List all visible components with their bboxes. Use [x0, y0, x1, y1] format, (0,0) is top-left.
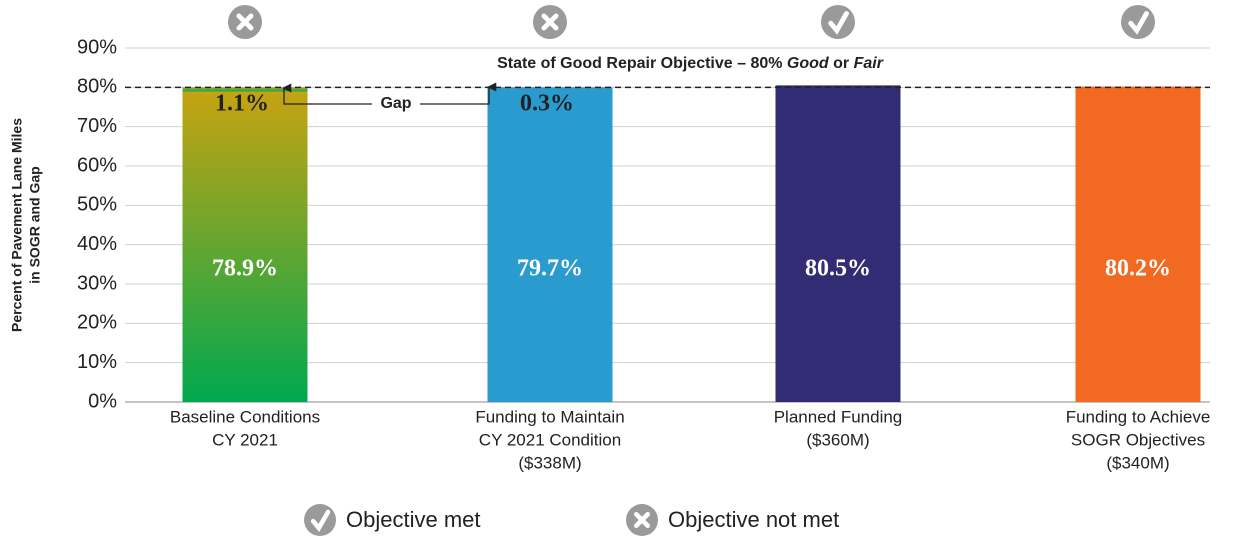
y-tick-label: 30% [77, 272, 117, 294]
y-tick-label: 60% [77, 154, 117, 176]
check-mark [310, 509, 331, 532]
y-axis-label: Percent of Pavement Lane Miles [9, 118, 25, 332]
x-tick-label: ($338M) [518, 453, 581, 472]
value-label: 79.7% [517, 256, 583, 282]
objective-label-part: Fair [854, 55, 884, 72]
objective-label-part: or [829, 55, 854, 72]
check-icon [304, 504, 336, 536]
x-tick-label: CY 2021 [212, 430, 278, 449]
x-tick-label: Planned Funding [774, 407, 903, 426]
objective-label-part: Good [787, 55, 830, 72]
gap-value-label: 0.3% [520, 91, 574, 117]
y-axis-label: in SOGR and Gap [27, 166, 43, 283]
y-tick-label: 40% [77, 233, 117, 255]
y-tick-label: 50% [77, 194, 117, 216]
x-tick-label: ($340M) [1106, 453, 1169, 472]
check-icon [1121, 5, 1155, 39]
legend-label: Objective met [346, 507, 481, 532]
gap-arrow [282, 83, 372, 105]
bar [775, 85, 901, 402]
y-tick-label: 20% [77, 312, 117, 334]
objective-label-part: State of Good Repair Objective – 80% [497, 55, 787, 72]
x-tick-label: ($360M) [806, 430, 869, 449]
gap-arrow [420, 82, 497, 105]
x-tick-label: Funding to Maintain [475, 407, 624, 426]
y-tick-label: 0% [88, 390, 117, 412]
objective-label: State of Good Repair Objective – 80% Goo… [497, 55, 884, 72]
value-label: 80.2% [1105, 256, 1171, 282]
x-tick-label: Baseline Conditions [170, 407, 320, 426]
y-tick-label: 10% [77, 351, 117, 373]
cross-mark [541, 13, 559, 31]
check-icon [821, 5, 855, 39]
cross-mark [236, 13, 254, 31]
y-tick-label: 90% [77, 36, 117, 58]
value-label: 78.9% [212, 256, 278, 282]
legend-label: Objective not met [668, 507, 839, 532]
gap-value-label: 1.1% [215, 91, 269, 117]
x-tick-label: Funding to Achieve [1066, 407, 1211, 426]
check-mark [828, 11, 849, 35]
check-mark [1128, 11, 1149, 35]
bar [1075, 86, 1201, 403]
gap-bar [182, 87, 308, 92]
bar [182, 91, 308, 402]
x-tick-label: SOGR Objectives [1071, 430, 1205, 449]
x-tick-label: CY 2021 Condition [479, 430, 621, 449]
y-tick-label: 80% [77, 76, 117, 98]
value-label: 80.5% [805, 256, 871, 282]
gap-label: Gap [380, 95, 411, 112]
bar [487, 88, 613, 402]
y-tick-label: 70% [77, 115, 117, 137]
cross-mark [634, 512, 650, 528]
